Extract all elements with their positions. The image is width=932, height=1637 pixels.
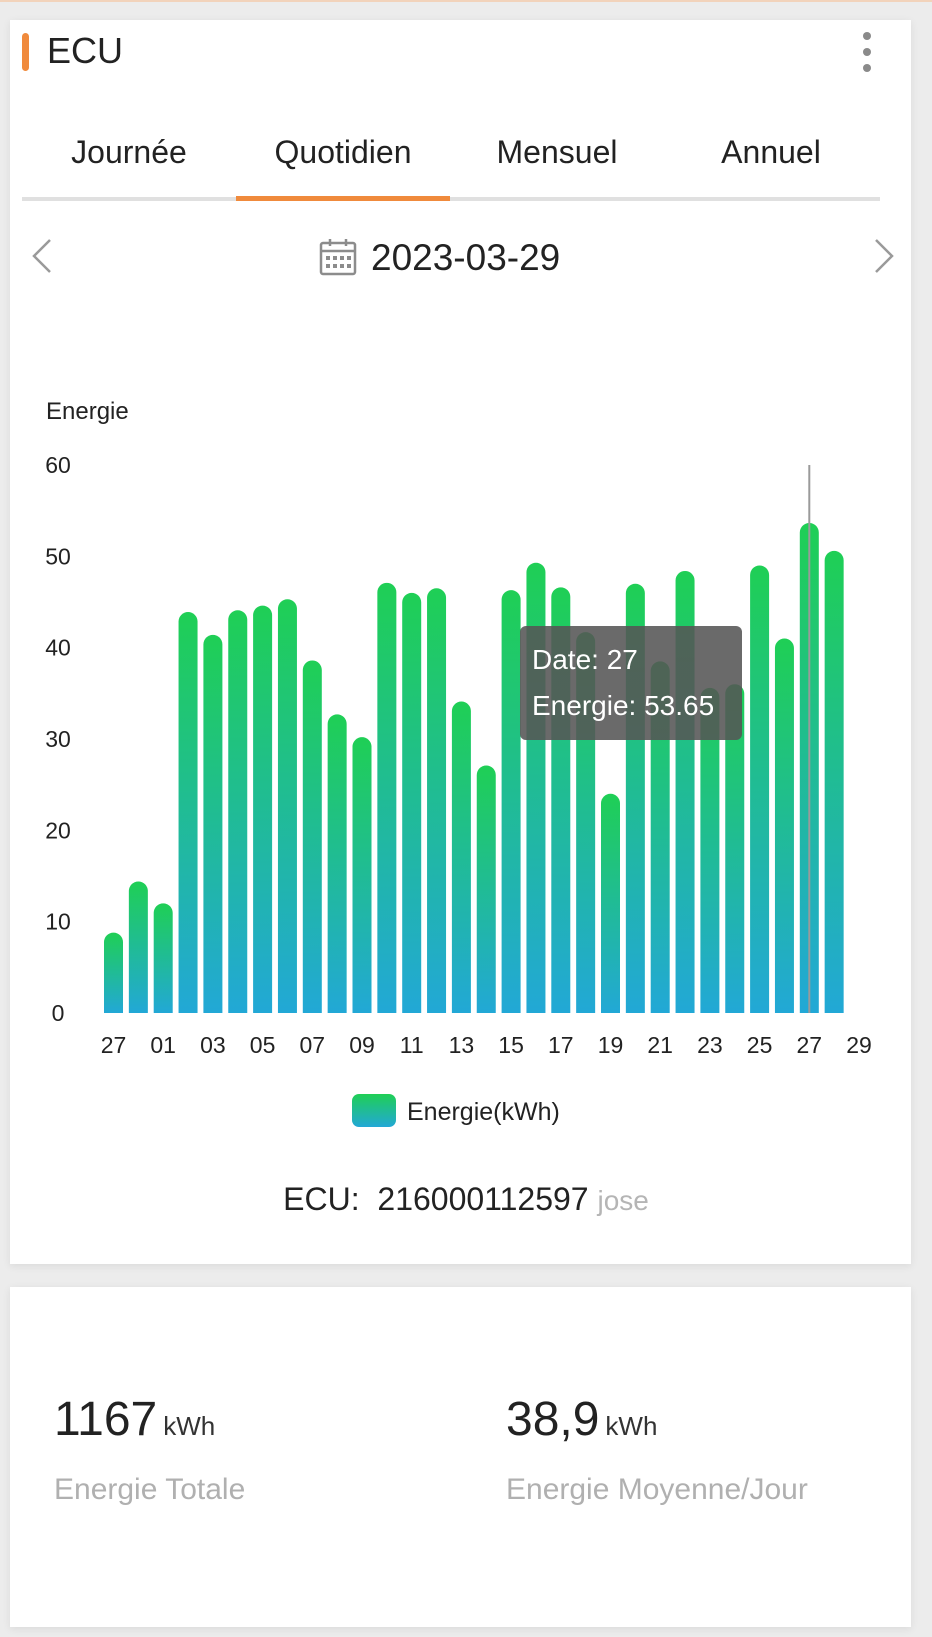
average-energy-value: 38,9 <box>506 1393 600 1446</box>
tab-mensuel[interactable]: Mensuel <box>496 134 618 170</box>
total-energy-unit: kWh <box>163 1411 216 1441</box>
active-tab-indicator <box>236 196 450 201</box>
selected-date: 2023-03-29 <box>371 237 561 278</box>
y-tick-label: 0 <box>52 1000 65 1026</box>
y-tick-label: 10 <box>45 909 71 935</box>
chart-bar[interactable] <box>377 582 397 1013</box>
energy-bar-chart[interactable]: Energie 0 10 20 30 40 50 60 27 01 03 05 07 09 11 13 15… <box>0 380 932 1150</box>
x-tick-label: 25 <box>747 1032 773 1058</box>
x-tick-label: 05 <box>250 1032 276 1058</box>
chart-bar[interactable] <box>327 714 347 1013</box>
chart-bar[interactable] <box>451 701 471 1013</box>
chart-tooltip <box>520 626 742 740</box>
x-tick-label: 17 <box>548 1032 574 1058</box>
x-tick-label: 01 <box>150 1032 176 1058</box>
chart-bar[interactable] <box>427 588 447 1013</box>
chart-bar[interactable] <box>601 793 620 1013</box>
x-tick-label: 29 <box>846 1032 872 1058</box>
device-info: ECU: 216000112597 jose <box>0 1176 932 1224</box>
chart-bar[interactable] <box>352 737 372 1013</box>
average-energy-stat: 38,9 kWh Energie Moyenne/Jour <box>506 1390 808 1510</box>
device-id: 216000112597 <box>377 1181 589 1217</box>
chart-bar[interactable] <box>128 881 148 1013</box>
chart-bar[interactable] <box>501 590 521 1013</box>
chart-bar[interactable] <box>228 610 248 1013</box>
total-energy-label: Energie Totale <box>54 1473 246 1506</box>
chart-bar[interactable] <box>178 612 198 1013</box>
chart-bar[interactable] <box>476 765 496 1013</box>
chart-bar[interactable] <box>302 660 322 1013</box>
tab-annuel[interactable]: Annuel <box>721 134 821 170</box>
tab-quotidien[interactable]: Quotidien <box>274 134 412 170</box>
previous-date-icon[interactable] <box>30 234 62 278</box>
chart-bar[interactable] <box>650 661 670 1013</box>
device-label: ECU: <box>283 1181 360 1217</box>
tabs-baseline <box>22 197 880 201</box>
y-tick-label: 50 <box>45 543 71 569</box>
chart-bar[interactable] <box>402 592 422 1013</box>
tooltip-value: Energie: 53.65 <box>532 690 714 721</box>
y-tick-label: 30 <box>45 726 71 752</box>
chart-bar[interactable] <box>725 684 745 1013</box>
page-title: ECU <box>47 30 124 71</box>
summary-card <box>10 1287 911 1627</box>
legend-label[interactable]: Energie(kWh) <box>407 1098 560 1126</box>
period-tabs: Journée Quotidien Mensuel Annuel <box>22 122 880 204</box>
x-tick-label: 27 <box>797 1032 823 1058</box>
chart-bar[interactable] <box>253 605 273 1013</box>
chart-bar[interactable] <box>277 599 297 1013</box>
chart-bar[interactable] <box>153 903 173 1013</box>
total-energy-stat: 1167 kWh Energie Totale <box>54 1390 245 1510</box>
top-accent-line <box>0 0 932 2</box>
x-tick-label: 27 <box>101 1032 127 1058</box>
y-tick-label: 40 <box>45 635 71 661</box>
device-owner: jose <box>597 1185 649 1216</box>
more-options-icon[interactable] <box>855 30 879 74</box>
y-tick-label: 20 <box>45 817 71 843</box>
calendar-icon <box>319 239 357 276</box>
tooltip-date: Date: 27 <box>532 644 638 675</box>
x-tick-label: 19 <box>598 1032 624 1058</box>
chart-bar[interactable] <box>824 550 844 1013</box>
average-energy-label: Energie Moyenne/Jour <box>506 1473 808 1506</box>
x-tick-label: 07 <box>300 1032 326 1058</box>
x-tick-label: 03 <box>200 1032 226 1058</box>
x-tick-label: 11 <box>400 1032 424 1058</box>
tab-journee[interactable]: Journée <box>71 134 187 170</box>
x-tick-label: 23 <box>697 1032 723 1058</box>
y-tick-label: 60 <box>45 452 71 478</box>
x-tick-label: 09 <box>349 1032 375 1058</box>
header-accent-bar <box>22 33 29 71</box>
x-tick-label: 15 <box>498 1032 524 1058</box>
chart-bar[interactable] <box>774 638 794 1013</box>
legend-swatch[interactable] <box>352 1094 396 1127</box>
x-tick-label: 21 <box>647 1032 673 1058</box>
next-date-icon[interactable] <box>864 234 896 278</box>
chart-bar[interactable] <box>203 634 223 1013</box>
chart-bar[interactable] <box>700 687 720 1013</box>
x-tick-label: 13 <box>449 1032 475 1058</box>
total-energy-value: 1167 <box>54 1393 158 1446</box>
chart-bar[interactable] <box>104 932 123 1013</box>
chart-bar[interactable] <box>750 565 770 1013</box>
average-energy-unit: kWh <box>605 1411 658 1441</box>
y-axis-title: Energie <box>46 398 129 425</box>
